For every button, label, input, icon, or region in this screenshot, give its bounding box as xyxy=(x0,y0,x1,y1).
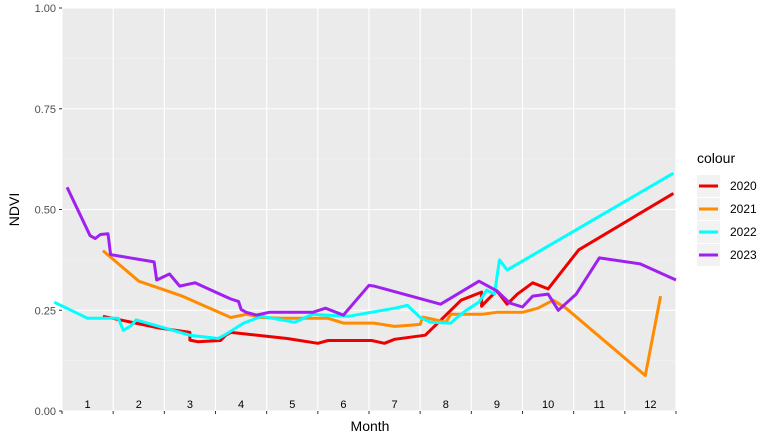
series-line-2022 xyxy=(53,171,675,340)
legend-label-2021: 2021 xyxy=(730,202,757,216)
month-label: 4 xyxy=(238,399,244,411)
x-axis: 1 2 3 4 5 6 7 8 9 10 11 12 xyxy=(61,399,677,414)
legend-label-2020: 2020 xyxy=(730,179,757,193)
series-layer xyxy=(53,171,677,377)
month-label: 8 xyxy=(443,399,449,411)
y-tick-label: 0.25 xyxy=(35,305,56,317)
month-label: 6 xyxy=(340,399,346,411)
series-line-2021 xyxy=(101,249,663,377)
month-label: 1 xyxy=(85,399,91,411)
month-label: 11 xyxy=(594,399,605,411)
legend-title: colour xyxy=(697,150,735,166)
x-axis-title: Month xyxy=(351,418,390,434)
month-label: 2 xyxy=(136,399,142,411)
month-label: 3 xyxy=(187,399,193,411)
y-axis-title: NDVI xyxy=(6,193,22,226)
legend-label-2023: 2023 xyxy=(730,248,757,262)
month-label: 5 xyxy=(289,399,295,411)
legend-label-2022: 2022 xyxy=(730,225,757,239)
series-line-2023 xyxy=(65,186,677,317)
month-label: 10 xyxy=(542,399,554,411)
month-label: 9 xyxy=(494,399,500,411)
y-tick-label: 0.00 xyxy=(35,406,56,418)
y-tick-label: 1.00 xyxy=(35,3,56,15)
legend: colour 2020 2021 2022 2023 xyxy=(697,150,757,266)
month-label: 12 xyxy=(644,399,656,411)
month-label: 7 xyxy=(392,399,398,411)
y-axis: 0.00 0.25 0.50 0.75 1.00 xyxy=(35,3,62,418)
y-tick-label: 0.75 xyxy=(35,104,56,116)
series-line-2020 xyxy=(102,192,675,345)
y-tick-label: 0.50 xyxy=(35,205,56,217)
